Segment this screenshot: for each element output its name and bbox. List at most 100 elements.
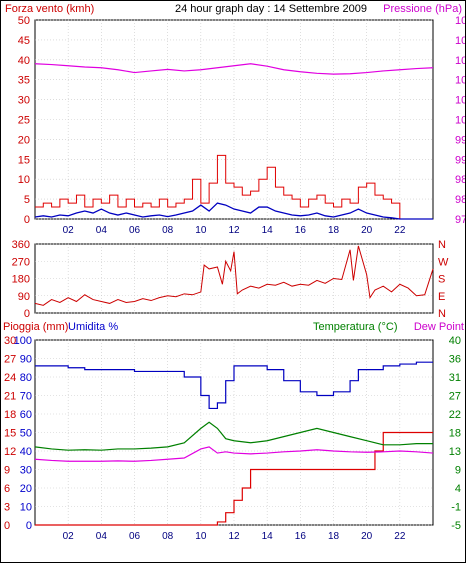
temperature-tick-label: 36 — [449, 354, 461, 366]
x-tick-label: 14 — [262, 531, 274, 542]
compass-label: W — [438, 256, 449, 268]
x-tick-label: 18 — [328, 225, 340, 236]
x-tick-label: 12 — [228, 531, 240, 542]
x-tick-label: 02 — [63, 531, 75, 542]
rain-tick-label: 21 — [4, 391, 16, 403]
temperature-tick-label: 27 — [449, 391, 461, 403]
x-tick-label: 02 — [63, 225, 75, 236]
x-tick-label: 18 — [328, 531, 340, 542]
y-tick-label: 30 — [18, 95, 30, 107]
rain-tick-label: 12 — [4, 446, 16, 458]
temperature-tick-label: 18 — [449, 428, 461, 440]
y-tick-label: 0 — [24, 214, 30, 226]
y2-tick-label: 990 — [455, 154, 465, 166]
humidity-tick-label: 70 — [20, 391, 32, 403]
y-tick-label: 10 — [18, 174, 30, 186]
y2-tick-label: 985 — [455, 174, 465, 186]
y-tick-label: 0 — [24, 308, 30, 320]
humidity-tick-label: 0 — [26, 520, 32, 532]
temperature-tick-label: -1 — [451, 502, 461, 514]
humidity-tick-label: 40 — [20, 446, 32, 458]
wind-direction-panel: 0 N 90 E 180 S 270 W 360 N — [12, 239, 449, 320]
x-tick-label: 22 — [394, 531, 406, 542]
temperature-tick-label: 22 — [449, 409, 461, 421]
x-tick-label: 10 — [195, 225, 207, 236]
humidity-tick-label: 30 — [20, 465, 32, 477]
rain-tick-label: 30 — [4, 335, 16, 347]
y-tick-label: 90 — [18, 291, 30, 303]
series-direction-line — [34, 245, 434, 306]
compass-label: N — [438, 239, 446, 251]
x-tick-label: 16 — [295, 225, 307, 236]
rain-tick-label: 18 — [4, 409, 16, 421]
temperature-tick-label: 9 — [455, 465, 461, 477]
x-tick-label: 12 — [228, 225, 240, 236]
humidity-tick-label: 10 — [20, 502, 32, 514]
x-tick-label: 10 — [195, 531, 207, 542]
y-tick-label: 270 — [12, 256, 30, 268]
rain-tick-label: 27 — [4, 354, 16, 366]
rain-tick-label: 24 — [4, 372, 16, 384]
x-tick-label: 06 — [129, 531, 141, 542]
series-gust-line — [35, 154, 433, 220]
compass-label: N — [438, 308, 446, 320]
x-tick-label: 08 — [162, 531, 174, 542]
temperature-tick-label: 40 — [449, 335, 461, 347]
humidity-tick-label: 60 — [20, 409, 32, 421]
y-tick-label: 360 — [12, 239, 30, 251]
rain-tick-label: 9 — [4, 465, 10, 477]
y-tick-label: 50 — [18, 15, 30, 27]
temperature-tick-label: 4 — [455, 483, 461, 495]
humidity-tick-label: 90 — [20, 354, 32, 366]
temperature-tick-label: -5 — [451, 520, 461, 532]
humidity-tick-label: 50 — [20, 428, 32, 440]
wind-pressure-panel: 0510152025303540455097598098599099510001… — [18, 15, 466, 236]
series-temperature-line — [34, 421, 433, 451]
rain-humidity-temp-panel: 0 0 -5 3 10 -1 6 20 4 9 30 9 12 40 13 15 50 18 18 60 22 21 70 2… — [4, 335, 461, 542]
y-tick-label: 25 — [18, 115, 30, 127]
pressure-axis-title: Pressione (hPa) — [383, 3, 462, 15]
series-wind-line — [34, 202, 433, 220]
rain-tick-label: 3 — [4, 502, 10, 514]
y-tick-label: 15 — [18, 154, 30, 166]
y-tick-label: 180 — [12, 274, 30, 286]
x-tick-label: 04 — [96, 225, 108, 236]
x-tick-label: 08 — [162, 225, 174, 236]
rain-tick-label: 0 — [4, 520, 10, 532]
series-pressure-line — [34, 63, 434, 75]
x-tick-label: 16 — [295, 531, 307, 542]
humidity-tick-label: 80 — [20, 372, 32, 384]
x-tick-label: 06 — [129, 225, 141, 236]
series-humidity-line — [35, 361, 433, 410]
rain-tick-label: 6 — [4, 483, 10, 495]
compass-label: E — [438, 291, 445, 303]
y2-tick-label: 1005 — [455, 95, 465, 107]
y-tick-label: 35 — [18, 75, 30, 87]
x-tick-label: 20 — [361, 531, 373, 542]
y2-tick-label: 980 — [455, 194, 465, 206]
series-rain-line — [35, 431, 433, 526]
x-tick-label: 14 — [262, 225, 274, 236]
temperature-tick-label: 13 — [449, 446, 461, 458]
series-dewpoint-line — [34, 446, 434, 462]
chart-title: 24 hour graph day : 14 Settembre 2009 — [175, 3, 367, 15]
wind-axis-title: Forza vento (kmh) — [5, 3, 94, 15]
compass-label: S — [438, 274, 445, 286]
humidity-axis-title: Umidita % — [68, 321, 118, 333]
y2-tick-label: 1000 — [455, 115, 465, 127]
humidity-tick-label: 100 — [14, 335, 32, 347]
y2-tick-label: 975 — [455, 214, 465, 226]
y-tick-label: 20 — [18, 134, 30, 146]
y2-tick-label: 1020 — [455, 35, 465, 47]
y2-tick-label: 1025 — [455, 15, 465, 27]
dewpoint-axis-title: Dew Point — [414, 321, 464, 333]
temperature-tick-label: 31 — [449, 372, 461, 384]
y-tick-label: 5 — [24, 194, 30, 206]
humidity-tick-label: 20 — [20, 483, 32, 495]
y2-tick-label: 995 — [455, 134, 465, 146]
x-tick-label: 22 — [394, 225, 406, 236]
